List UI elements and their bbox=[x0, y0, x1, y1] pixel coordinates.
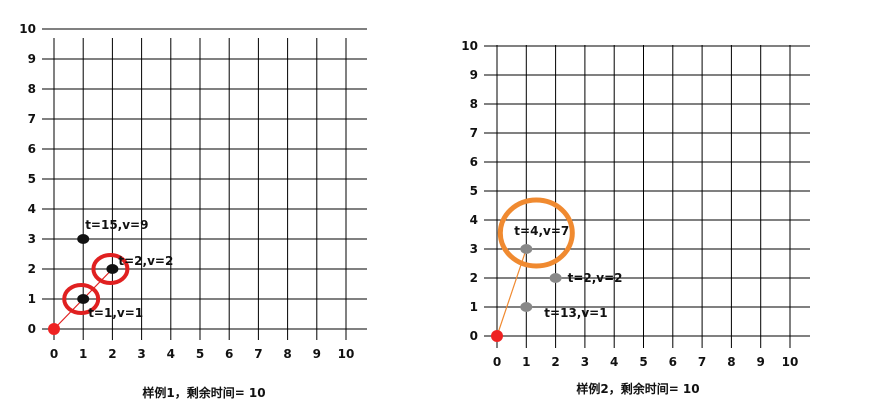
x-tick-label: 8 bbox=[727, 355, 735, 369]
y-tick-label: 7 bbox=[470, 126, 478, 140]
data-point bbox=[520, 244, 533, 254]
y-tick-label: 8 bbox=[28, 82, 36, 96]
panel-caption: 样例2，剩余时间= 10 bbox=[576, 381, 699, 396]
y-tick-label: 9 bbox=[470, 68, 478, 82]
y-tick-label: 4 bbox=[470, 213, 478, 227]
x-tick-label: 9 bbox=[313, 347, 321, 361]
x-tick-label: 0 bbox=[493, 355, 501, 369]
y-tick-label: 10 bbox=[461, 39, 478, 53]
x-tick-label: 2 bbox=[108, 347, 116, 361]
y-tick-label: 4 bbox=[28, 202, 36, 216]
y-tick-label: 9 bbox=[28, 52, 36, 66]
x-tick-label: 5 bbox=[639, 355, 647, 369]
x-tick-label: 9 bbox=[757, 355, 765, 369]
y-tick-label: 7 bbox=[28, 112, 36, 126]
start-point bbox=[48, 323, 60, 335]
y-tick-label: 8 bbox=[470, 97, 478, 111]
y-tick-label: 0 bbox=[470, 329, 478, 343]
grid-panel-2: 0 1 2 3 4 5 6 7 8 9 10 0 1 2 3 4 5 6 7 8 9 10 t=4,v=7 t=2,v=2 t=… bbox=[461, 39, 810, 396]
data-point bbox=[520, 302, 533, 312]
start-point bbox=[491, 330, 503, 342]
y-tick-label: 3 bbox=[28, 232, 36, 246]
x-tick-label: 5 bbox=[196, 347, 204, 361]
y-tick-label: 6 bbox=[470, 155, 478, 169]
grid-panel-1: 0 1 2 3 4 5 6 7 8 9 10 0 1 2 3 4 5 6 7 8 9 10 t=15,v=9 t=2,v=2 t… bbox=[19, 22, 367, 400]
x-tick-label: 3 bbox=[581, 355, 589, 369]
point-label: t=15,v=9 bbox=[85, 218, 148, 232]
x-tick-label: 1 bbox=[79, 347, 87, 361]
x-tick-label: 3 bbox=[137, 347, 145, 361]
x-tick-label: 6 bbox=[225, 347, 233, 361]
data-point bbox=[106, 264, 119, 274]
y-tick-label: 5 bbox=[470, 184, 478, 198]
panel-caption: 样例1，剩余时间= 10 bbox=[142, 385, 265, 400]
y-tick-label: 5 bbox=[28, 172, 36, 186]
y-tick-label: 3 bbox=[470, 242, 478, 256]
y-tick-label: 2 bbox=[28, 262, 36, 276]
x-tick-label: 2 bbox=[551, 355, 559, 369]
x-tick-label: 4 bbox=[610, 355, 618, 369]
y-tick-label: 2 bbox=[470, 271, 478, 285]
highlight-circle bbox=[91, 253, 130, 285]
x-tick-label: 6 bbox=[669, 355, 677, 369]
highlight-circle bbox=[497, 197, 575, 269]
y-tick-label: 10 bbox=[19, 22, 36, 36]
x-tick-label: 7 bbox=[698, 355, 706, 369]
point-label: t=2,v=2 bbox=[118, 254, 173, 268]
point-label: t=2,v=2 bbox=[568, 271, 623, 285]
y-tick-label: 1 bbox=[470, 300, 478, 314]
point-label: t=13,v=1 bbox=[544, 306, 607, 320]
y-tick-label: 6 bbox=[28, 142, 36, 156]
data-point bbox=[549, 273, 562, 283]
x-tick-label: 0 bbox=[50, 347, 58, 361]
x-tick-label: 10 bbox=[338, 347, 355, 361]
point-label: t=4,v=7 bbox=[514, 224, 569, 238]
point-label: t=1,v=1 bbox=[88, 306, 143, 320]
y-tick-label: 0 bbox=[28, 322, 36, 336]
x-tick-label: 7 bbox=[254, 347, 262, 361]
x-tick-label: 8 bbox=[283, 347, 291, 361]
data-point bbox=[77, 234, 90, 244]
x-tick-label: 4 bbox=[167, 347, 175, 361]
y-tick-label: 1 bbox=[28, 292, 36, 306]
x-tick-label: 1 bbox=[522, 355, 530, 369]
highlight-circle bbox=[62, 283, 101, 315]
x-tick-label: 10 bbox=[782, 355, 799, 369]
data-point bbox=[77, 294, 90, 304]
